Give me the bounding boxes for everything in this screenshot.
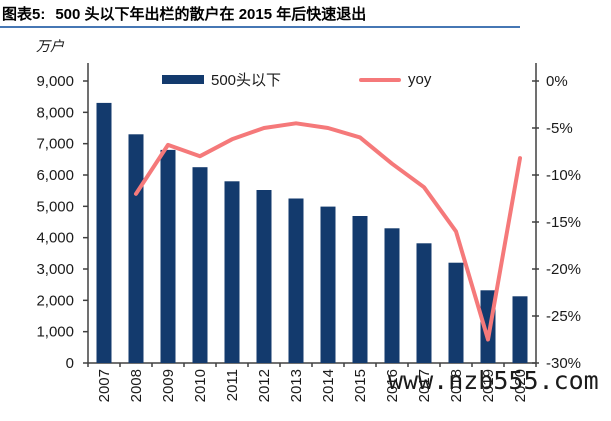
svg-text:7,000: 7,000 bbox=[36, 136, 74, 153]
svg-text:0%: 0% bbox=[546, 73, 568, 90]
svg-text:2020: 2020 bbox=[512, 369, 529, 402]
svg-text:-15%: -15% bbox=[546, 214, 581, 231]
svg-text:2009: 2009 bbox=[160, 369, 177, 402]
figure-number: 图表5: bbox=[2, 6, 46, 23]
svg-text:6,000: 6,000 bbox=[36, 167, 74, 184]
watermark-text: www.nzb555.com bbox=[388, 366, 599, 395]
svg-text:-20%: -20% bbox=[546, 261, 581, 278]
svg-text:8,000: 8,000 bbox=[36, 104, 74, 121]
legend-line-label: yoy bbox=[408, 71, 432, 88]
y-axis-unit-label: 万户 bbox=[36, 39, 64, 55]
legend-bar-swatch-icon bbox=[162, 75, 204, 84]
svg-text:2008: 2008 bbox=[128, 369, 145, 402]
title-underline bbox=[0, 26, 520, 28]
svg-text:2010: 2010 bbox=[192, 369, 209, 402]
svg-text:-25%: -25% bbox=[546, 308, 581, 325]
svg-text:2018: 2018 bbox=[448, 369, 465, 402]
svg-text:1,000: 1,000 bbox=[36, 324, 74, 341]
svg-text:2019: 2019 bbox=[480, 369, 497, 402]
svg-text:4,000: 4,000 bbox=[36, 230, 74, 247]
svg-text:2014: 2014 bbox=[320, 369, 337, 402]
figure-title-text: 500 头以下年出栏的散户在 2015 年后快速退出 bbox=[55, 6, 367, 23]
svg-text:2011: 2011 bbox=[224, 369, 241, 401]
svg-text:2015: 2015 bbox=[352, 369, 369, 402]
svg-text:3,000: 3,000 bbox=[36, 261, 74, 278]
svg-text:9,000: 9,000 bbox=[36, 73, 74, 90]
legend-bar-label: 500头以下 bbox=[211, 72, 282, 89]
svg-text:2007: 2007 bbox=[96, 369, 113, 402]
svg-text:-10%: -10% bbox=[546, 167, 581, 184]
figure-title: 图表5: 500 头以下年出栏的散户在 2015 年后快速退出 bbox=[2, 3, 607, 24]
svg-text:2013: 2013 bbox=[288, 369, 305, 402]
svg-text:-30%: -30% bbox=[546, 355, 581, 372]
svg-text:5,000: 5,000 bbox=[36, 198, 74, 215]
svg-text:0: 0 bbox=[66, 355, 74, 372]
svg-text:2017: 2017 bbox=[416, 369, 433, 402]
svg-text:2012: 2012 bbox=[256, 369, 273, 402]
svg-text:2016: 2016 bbox=[384, 369, 401, 402]
svg-text:2,000: 2,000 bbox=[36, 292, 74, 309]
legend-line-swatch-icon bbox=[359, 77, 402, 82]
svg-text:-5%: -5% bbox=[546, 120, 573, 137]
chart-legend: 500头以下 yoy bbox=[162, 69, 431, 90]
